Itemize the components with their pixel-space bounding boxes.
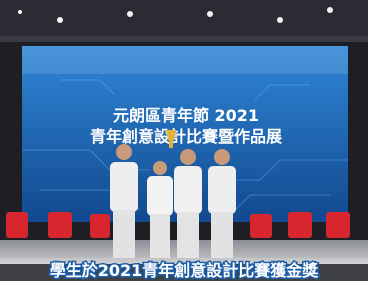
photo: 元朗區青年節 2021 青年創意設計比賽暨作品展 學生於2021青年創意設計比賽…	[0, 0, 368, 281]
banner-line2: 青年創意設計比賽暨作品展	[90, 127, 283, 146]
caption: 學生於2021青年創意設計比賽獲金獎	[50, 261, 320, 280]
ceiling	[0, 0, 368, 40]
logo-strip	[22, 46, 348, 74]
banner-line1: 元朗區青年節 2021	[113, 106, 259, 125]
